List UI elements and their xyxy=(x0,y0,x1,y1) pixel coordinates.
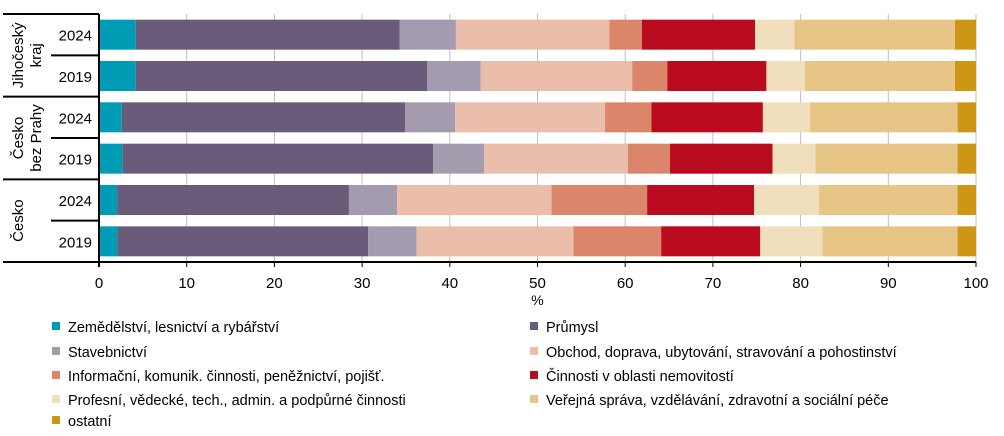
bar-segment xyxy=(480,61,633,91)
legend-swatch xyxy=(530,347,538,355)
bar-segment xyxy=(641,19,755,50)
bar-segment xyxy=(754,19,795,50)
bar-segment xyxy=(754,185,820,215)
legend-label: Veřejná správa, vzdělávání, zdravotní a … xyxy=(546,393,889,409)
bar-segment xyxy=(957,143,976,174)
bar-segment xyxy=(810,102,958,133)
bar-segment xyxy=(772,143,816,174)
x-tick-label: 70 xyxy=(705,275,722,292)
legend-swatch xyxy=(52,416,60,424)
x-tick-label: 90 xyxy=(880,275,897,292)
bar-segment xyxy=(819,185,958,215)
bar-segment xyxy=(804,61,955,91)
category-label: 2024 xyxy=(59,28,92,45)
category-label: 2024 xyxy=(59,193,92,210)
bar-segment xyxy=(647,185,755,215)
bar-segment xyxy=(954,61,976,91)
group-label: Česko xyxy=(10,199,27,242)
bar-segment xyxy=(121,102,406,133)
bar-segment xyxy=(957,102,976,133)
bar-segment xyxy=(416,226,574,257)
x-tick-label: 40 xyxy=(441,275,458,292)
category-label: 2024 xyxy=(59,110,92,127)
group-label: Česko xyxy=(10,117,27,160)
bar-segment xyxy=(794,19,955,50)
legend-swatch xyxy=(52,347,60,355)
bar-segment xyxy=(117,226,369,257)
bar-segment xyxy=(822,226,958,257)
bar-segment xyxy=(348,185,398,215)
x-tick-label: 100 xyxy=(963,275,988,292)
bar-segment xyxy=(122,143,434,174)
bar-segment xyxy=(551,185,648,215)
bar-segment xyxy=(954,19,976,50)
bar-segment xyxy=(99,226,118,257)
bar-segment xyxy=(99,19,136,50)
bar-segment xyxy=(117,185,349,215)
bar-segment xyxy=(760,226,823,257)
bar-segment xyxy=(99,102,122,133)
legend-swatch xyxy=(52,371,60,379)
category-label: 2019 xyxy=(59,234,92,251)
bar-segment xyxy=(669,143,773,174)
group-label: Jihočeský xyxy=(10,22,27,88)
bar-segment xyxy=(99,185,118,215)
x-tick-label: 60 xyxy=(617,275,634,292)
legend-label: ostatní xyxy=(68,414,112,430)
legend-swatch xyxy=(530,371,538,379)
legend-swatch xyxy=(530,322,538,330)
x-tick-label: 0 xyxy=(95,275,103,292)
legend-swatch xyxy=(52,322,60,330)
legend-label: Stavebnictví xyxy=(68,345,147,361)
bar-segment xyxy=(397,185,552,215)
category-label: 2019 xyxy=(59,152,92,169)
bar-segment xyxy=(667,61,767,91)
bar-segment xyxy=(957,185,976,215)
legend-label: Průmysl xyxy=(546,320,598,336)
bar-segment xyxy=(766,61,805,91)
bar-segment xyxy=(399,19,456,50)
legend-label: Informační, komunik. činnosti, peněžnict… xyxy=(68,369,385,385)
bar-segment xyxy=(455,102,606,133)
x-tick-label: 80 xyxy=(792,275,809,292)
legend-swatch xyxy=(52,395,60,403)
bar-segment xyxy=(573,226,662,257)
bar-segment xyxy=(627,143,670,174)
group-label: kraj xyxy=(28,43,45,67)
bar-segment xyxy=(455,19,610,50)
bar-segment xyxy=(815,143,958,174)
x-tick-label: 30 xyxy=(354,275,371,292)
bar-segment xyxy=(609,19,642,50)
bar-segment xyxy=(99,143,123,174)
bar-segment xyxy=(135,19,400,50)
bar-segment xyxy=(957,226,976,257)
bar-segment xyxy=(661,226,761,257)
legend-label: Činnosti v oblasti nemovitostí xyxy=(546,368,734,385)
x-axis-label: % xyxy=(531,292,543,308)
bar-segment xyxy=(368,226,417,257)
x-tick-label: 20 xyxy=(266,275,283,292)
group-label: bez Prahy xyxy=(28,104,45,172)
legend-swatch xyxy=(530,395,538,403)
legend-label: Zemědělství, lesnictví a rybářství xyxy=(68,320,279,336)
x-tick-label: 10 xyxy=(178,275,195,292)
bar-segment xyxy=(651,102,763,133)
bar-segment xyxy=(405,102,456,133)
legend-label: Profesní, vědecké, tech., admin. a podpů… xyxy=(68,393,406,409)
bar-segment xyxy=(99,61,136,91)
bar-segment xyxy=(426,61,481,91)
bar-segment xyxy=(632,61,668,91)
bar-segment xyxy=(433,143,485,174)
legend-label: Obchod, doprava, ubytování, stravování a… xyxy=(546,345,897,361)
x-tick-label: 50 xyxy=(529,275,546,292)
category-label: 2019 xyxy=(59,69,92,86)
bar-segment xyxy=(605,102,652,133)
bar-segment xyxy=(484,143,628,174)
bar-segment xyxy=(762,102,811,133)
bar-segment xyxy=(135,61,427,91)
